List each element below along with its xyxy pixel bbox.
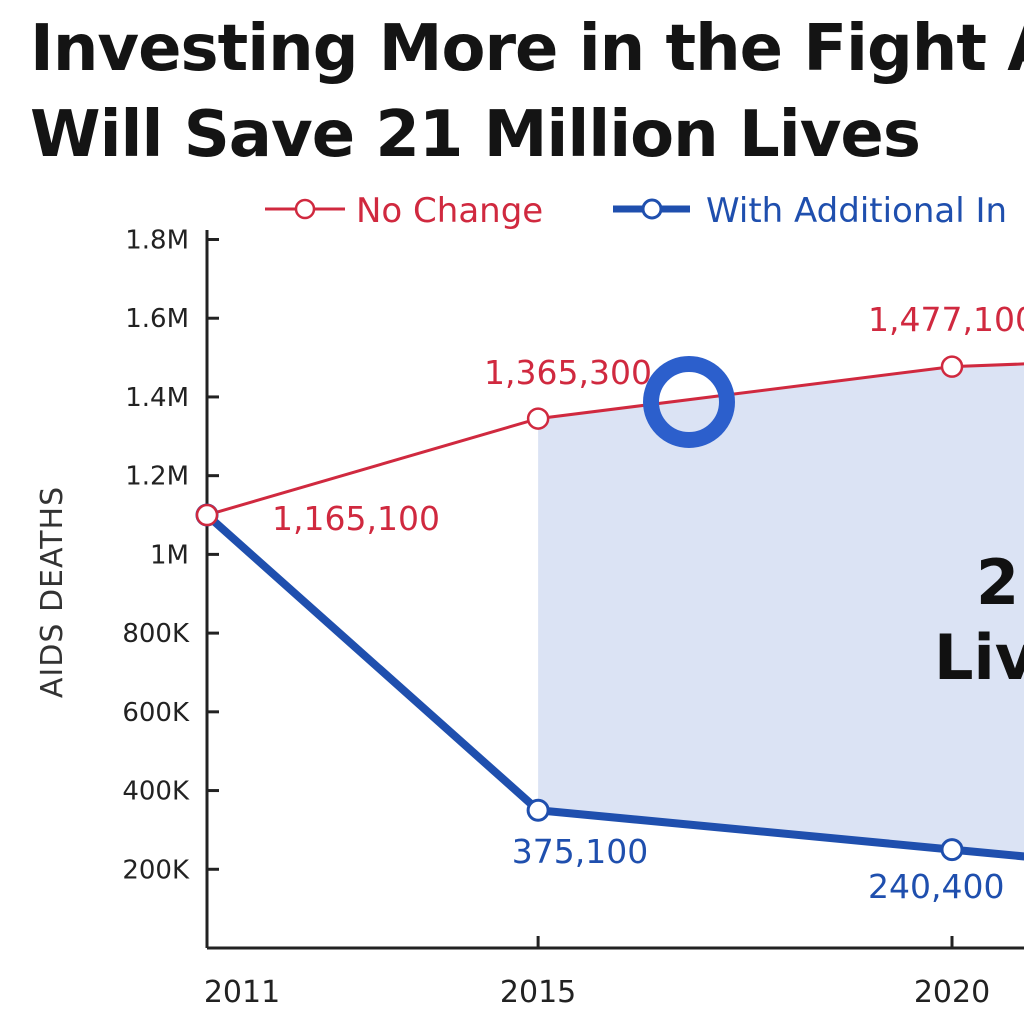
callout-lives-text: Liv bbox=[934, 621, 1024, 694]
data-label-with-investment: 240,400 bbox=[868, 867, 1004, 906]
legend-label-no-change: No Change bbox=[356, 191, 543, 231]
y-axis-title: AIDS DEATHS bbox=[35, 486, 70, 698]
data-point-no-change bbox=[526, 407, 550, 430]
data-label-no-change: 1,365,300 bbox=[484, 353, 652, 392]
chart-title-line-1: Investing More in the Fight A bbox=[30, 12, 1024, 86]
data-label-no-change: 1,165,100 bbox=[272, 499, 440, 538]
data-point-with-investment bbox=[940, 838, 964, 862]
y-tick-label: 600K bbox=[122, 698, 190, 728]
difference-shaded-region bbox=[538, 363, 1024, 857]
data-point-with-investment bbox=[526, 798, 550, 822]
y-tick-label: 1.6M bbox=[125, 304, 189, 334]
series-line-with-investment bbox=[204, 512, 1024, 861]
series-line-no-change bbox=[206, 362, 1024, 517]
x-tick-label: 2020 bbox=[914, 975, 990, 1010]
x-tick-label: 2015 bbox=[500, 975, 576, 1010]
y-tick-label: 1M bbox=[150, 540, 189, 570]
y-tick-label: 1.8M bbox=[125, 226, 189, 256]
y-tick-label: 400K bbox=[122, 777, 190, 807]
y-tick-label: 800K bbox=[122, 619, 190, 649]
legend-swatch-marker-no-change bbox=[294, 198, 316, 220]
y-tick-label: 200K bbox=[122, 855, 190, 885]
callout-number: 2 bbox=[976, 546, 1019, 619]
data-point-no-change bbox=[940, 355, 964, 378]
data-label-with-investment: 375,100 bbox=[512, 832, 648, 871]
data-point-no-change bbox=[195, 503, 219, 527]
data-label-no-change: 1,477,100 bbox=[868, 300, 1024, 339]
y-tick-label: 1.2M bbox=[125, 462, 189, 492]
legend-label-with-investment: With Additional In bbox=[706, 191, 1007, 231]
chart-title-line-2: Will Save 21 Million Lives bbox=[30, 98, 921, 172]
legend-swatch-marker-with-investment bbox=[641, 198, 663, 220]
y-tick-label: 1.4M bbox=[125, 383, 189, 413]
ring-cursor-icon bbox=[643, 356, 735, 448]
x-tick-label: 2011 bbox=[204, 975, 280, 1010]
